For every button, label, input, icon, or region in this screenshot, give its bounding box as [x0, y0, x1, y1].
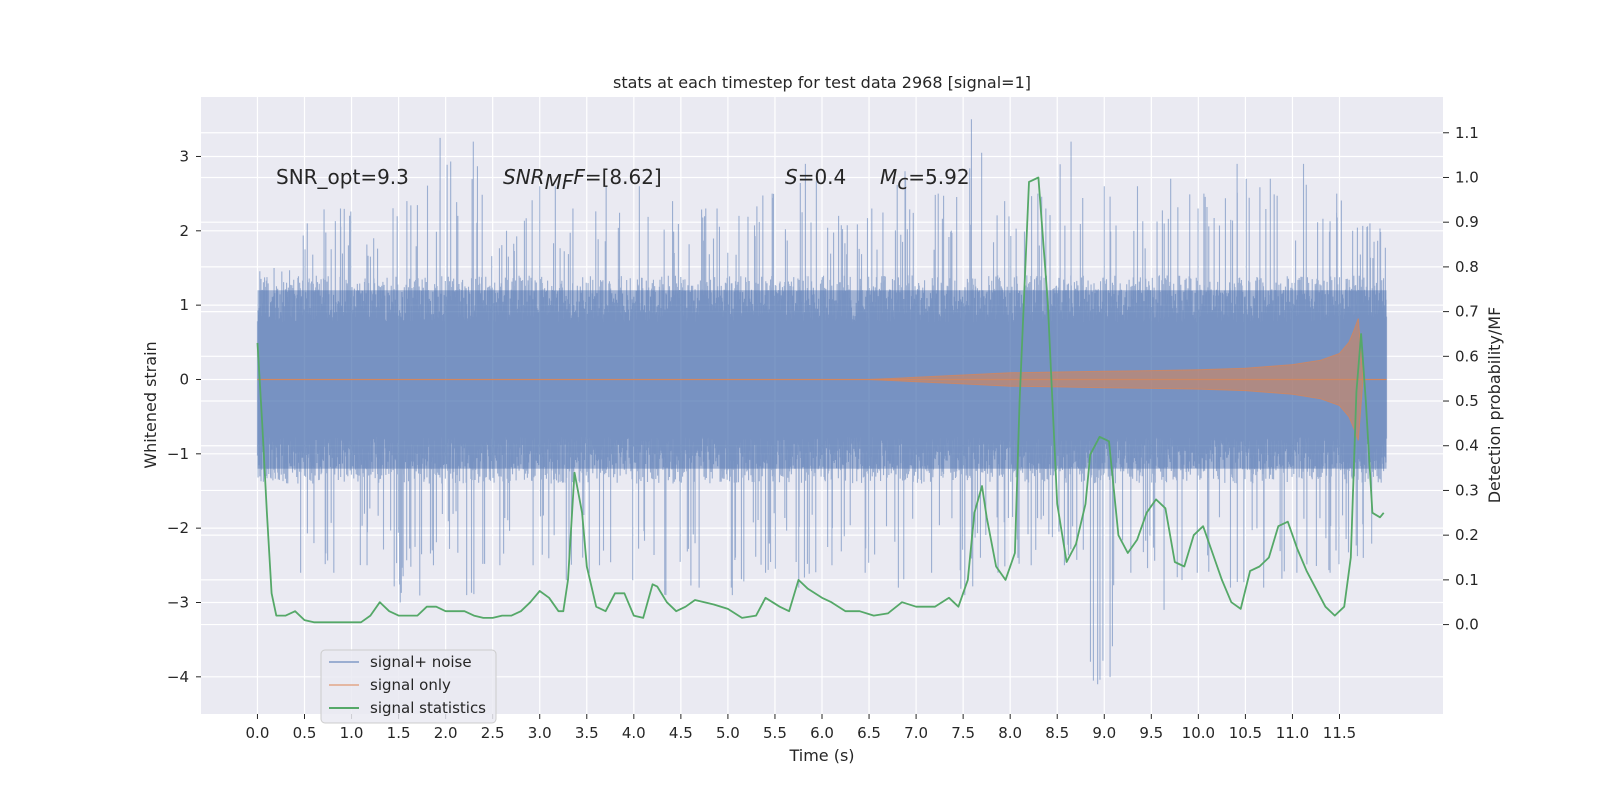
signal-statistics-series [256, 176, 1385, 624]
y-tick-label: 2 [179, 222, 189, 240]
x-tick-label: 10.5 [1229, 724, 1262, 742]
legend: signal+ noise signal only signal statist… [320, 649, 497, 724]
x-tick-label: 2.0 [434, 724, 458, 742]
chirp-mass-value: =5.92 [908, 165, 969, 189]
y-tick-label: 0 [179, 370, 189, 388]
x-tick-label: 0.0 [246, 724, 270, 742]
x-tick-label: 4.5 [669, 724, 693, 742]
x-tick-label: 5.5 [763, 724, 787, 742]
x-tick-label: 8.0 [998, 724, 1022, 742]
legend-label-stats: signal statistics [370, 699, 486, 717]
x-tick-label: 9.5 [1139, 724, 1163, 742]
spin-annotation: S=0.4 [785, 165, 846, 189]
chirp-mass-annotation: Mc=5.92 [880, 165, 970, 194]
statistics-line [256, 176, 1385, 624]
snr-mf-symbol-f: F [573, 165, 585, 189]
right-y-tick-label: 0.3 [1455, 481, 1479, 499]
chirp-mass-subscript: c [897, 170, 908, 194]
x-tick-label: 6.0 [810, 724, 834, 742]
chirp-mass-symbol: M [880, 165, 897, 189]
x-tick-label: 2.5 [481, 724, 505, 742]
y-tick-label: −2 [167, 519, 189, 537]
x-tick-label: 11.0 [1276, 724, 1309, 742]
spin-value: =0.4 [798, 165, 847, 189]
signal-only-series [257, 318, 1387, 441]
snr-opt-annotation: SNR_opt=9.3 [276, 165, 409, 189]
x-axis-label: Time (s) [788, 746, 854, 765]
x-tick-label: 4.0 [622, 724, 646, 742]
snr-mf-symbol: SNR [503, 165, 545, 189]
right-y-tick-label: 0.0 [1455, 616, 1479, 634]
y-tick-label: −3 [167, 593, 189, 611]
y-tick-label: 3 [179, 147, 189, 165]
x-tick-label: 6.5 [857, 724, 881, 742]
right-y-tick-label: 0.2 [1455, 526, 1479, 544]
x-tick-label: 1.0 [340, 724, 364, 742]
right-y-tick-label: 0.1 [1455, 571, 1479, 589]
x-tick-label: 11.5 [1323, 724, 1356, 742]
x-tick-label: 5.0 [716, 724, 740, 742]
snr-mf-annotation: SNRMFF=[8.62] [503, 165, 662, 194]
right-y-axis-label: Detection probability/MF [1485, 307, 1504, 504]
right-y-tick-label: 1.1 [1455, 124, 1479, 142]
right-y-tick-label: 0.8 [1455, 258, 1479, 276]
y-tick-label: −1 [167, 445, 189, 463]
chart-title: stats at each timestep for test data 296… [613, 73, 1031, 92]
snr-mf-value: =[8.62] [585, 165, 662, 189]
right-y-tick-label: 0.5 [1455, 392, 1479, 410]
right-y-tick-label: 1.0 [1455, 168, 1479, 186]
x-tick-label: 7.5 [951, 724, 975, 742]
legend-box [320, 649, 497, 724]
x-tick-label: 9.0 [1092, 724, 1116, 742]
y-tick-label: 1 [179, 296, 189, 314]
x-tick-label: 10.0 [1182, 724, 1215, 742]
right-y-tick-label: 0.4 [1455, 437, 1479, 455]
snr-mf-subscript: MF [545, 170, 574, 194]
right-y-tick-label: 0.9 [1455, 213, 1479, 231]
right-y-tick-label: 0.7 [1455, 303, 1479, 321]
left-y-ticks: 3 2 1 0 −1 −2 −3 −4 [167, 147, 201, 686]
right-y-tick-label: 0.6 [1455, 347, 1479, 365]
legend-label-signal: signal only [370, 676, 451, 694]
x-tick-label: 8.5 [1045, 724, 1069, 742]
spin-symbol: S [785, 165, 798, 189]
x-tick-label: 7.0 [904, 724, 928, 742]
y-tick-label: −4 [167, 668, 189, 686]
right-y-ticks: 1.1 1.0 0.9 0.8 0.7 0.6 0.5 0.4 0.3 0.2 0.1 0.0 [1443, 124, 1479, 634]
x-tick-label: 0.5 [293, 724, 317, 742]
x-tick-label: 3.0 [528, 724, 552, 742]
left-y-axis-label: Whitened strain [141, 341, 160, 468]
legend-label-noise: signal+ noise [370, 653, 472, 671]
x-ticks: 0.0 0.5 1.0 1.5 2.0 2.5 3.0 3.5 4.0 4.5 5.0 5.5 6.0 6… [246, 714, 1356, 742]
x-tick-label: 3.5 [575, 724, 599, 742]
x-tick-label: 1.5 [387, 724, 411, 742]
